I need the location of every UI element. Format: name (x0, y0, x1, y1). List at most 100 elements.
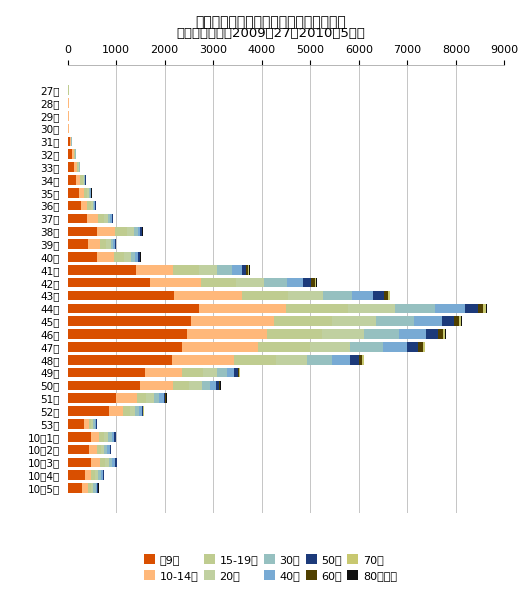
Bar (87, 188, 89, 198)
Bar (68, 265, 136, 275)
Bar (376, 316, 413, 326)
Bar (97, 483, 98, 493)
Bar (127, 227, 134, 236)
Bar (68, 381, 140, 390)
Bar (101, 470, 103, 480)
Bar (134, 227, 138, 236)
Bar (83, 175, 84, 185)
Bar (68, 407, 109, 416)
Bar (399, 329, 426, 339)
Bar (407, 342, 419, 352)
Bar (91, 432, 99, 441)
Bar (81, 201, 87, 211)
Bar (242, 265, 246, 275)
Bar (141, 227, 142, 236)
Bar (202, 381, 210, 390)
Bar (109, 407, 123, 416)
Bar (68, 445, 89, 454)
Bar (136, 265, 173, 275)
Bar (110, 445, 111, 454)
Bar (234, 355, 276, 365)
Bar (267, 329, 322, 339)
Bar (98, 470, 101, 480)
Bar (164, 394, 165, 403)
Bar (445, 329, 446, 339)
Bar (423, 342, 425, 352)
Bar (438, 329, 443, 339)
Bar (82, 483, 88, 493)
Bar (389, 291, 391, 300)
Bar (384, 291, 387, 300)
Text: 東京都におけるインフルエンザの報告数: 東京都におけるインフルエンザの報告数 (195, 15, 346, 29)
Bar (97, 445, 101, 454)
Bar (111, 240, 113, 249)
Bar (100, 240, 107, 249)
Bar (84, 175, 85, 185)
Bar (332, 316, 376, 326)
Bar (92, 458, 100, 467)
Bar (362, 355, 363, 365)
Bar (238, 368, 239, 378)
Bar (68, 394, 116, 403)
Bar (90, 483, 93, 493)
Bar (210, 381, 216, 390)
Bar (85, 470, 91, 480)
Bar (135, 252, 138, 262)
Bar (131, 252, 135, 262)
Bar (114, 252, 124, 262)
Bar (90, 188, 91, 198)
Bar (105, 445, 108, 454)
Bar (108, 445, 110, 454)
Bar (304, 278, 311, 287)
Bar (217, 368, 227, 378)
Bar (249, 265, 250, 275)
Bar (80, 175, 83, 185)
Bar (68, 201, 81, 211)
Bar (97, 227, 115, 236)
Bar (387, 291, 389, 300)
Bar (373, 291, 384, 300)
Bar (219, 381, 220, 390)
Bar (287, 278, 304, 287)
Bar (135, 407, 139, 416)
Bar (364, 329, 399, 339)
Bar (105, 432, 108, 441)
Bar (110, 214, 112, 223)
Bar (109, 214, 110, 223)
Bar (68, 291, 174, 300)
Bar (231, 265, 242, 275)
Bar (131, 407, 135, 416)
Bar (316, 278, 317, 287)
Bar (332, 355, 349, 365)
Bar (237, 278, 264, 287)
Bar (87, 201, 90, 211)
Bar (98, 214, 105, 223)
Bar (97, 252, 114, 262)
Bar (68, 227, 97, 236)
Bar (315, 278, 316, 287)
Bar (174, 291, 242, 300)
Bar (145, 368, 182, 378)
Bar (454, 316, 459, 326)
Bar (191, 316, 274, 326)
Text: （年齢階層別、2009年27〜2010年5週）: （年齢階層別、2009年27〜2010年5週） (176, 27, 365, 40)
Bar (246, 265, 249, 275)
Bar (435, 303, 464, 313)
Bar (79, 188, 84, 198)
Bar (68, 432, 91, 441)
Bar (353, 291, 373, 300)
Bar (483, 303, 486, 313)
Bar (68, 111, 69, 120)
Bar (96, 483, 97, 493)
Bar (286, 303, 348, 313)
Bar (201, 278, 237, 287)
Bar (68, 278, 150, 287)
Bar (95, 470, 98, 480)
Bar (68, 162, 74, 172)
Bar (78, 162, 79, 172)
Bar (68, 252, 97, 262)
Bar (349, 355, 359, 365)
Bar (68, 368, 145, 378)
Bar (115, 227, 127, 236)
Bar (199, 265, 217, 275)
